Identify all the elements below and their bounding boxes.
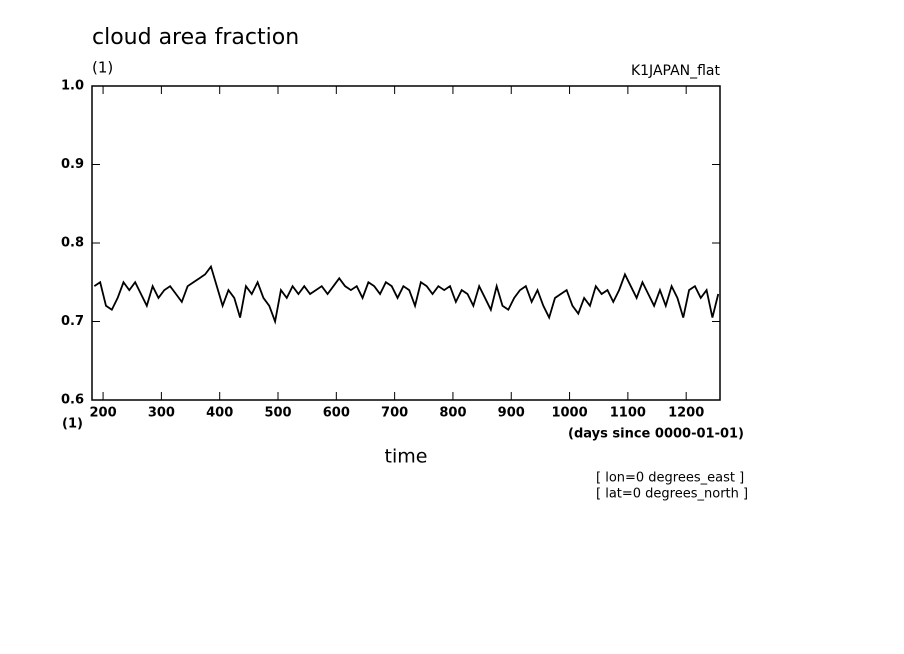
annotation: [ lat=0 degrees_north ] (596, 487, 748, 502)
x-tick-label: 1000 (551, 406, 587, 421)
data-line (93, 264, 720, 325)
x-tick-label: 600 (323, 406, 350, 421)
x-axis-label: time (385, 446, 428, 468)
x-tick-label: 200 (90, 406, 117, 421)
plot-frame (91, 85, 721, 401)
x-tick-label: 1200 (668, 406, 704, 421)
annotation: [ lon=0 degrees_east ] (596, 471, 744, 486)
x-tick-label: 400 (206, 406, 233, 421)
y-tick-label: 0.9 (61, 157, 84, 172)
y-units: (1) (62, 417, 83, 432)
y-tick-label: 0.6 (61, 393, 84, 408)
x-units: (days since 0000-01-01) (568, 427, 744, 442)
x-tick-label: 700 (381, 406, 408, 421)
chart-title: cloud area fraction (92, 25, 299, 50)
x-tick-label: 500 (264, 406, 291, 421)
y-tick-label: 0.7 (61, 314, 84, 329)
dataset-label: K1JAPAN_flat (631, 63, 721, 79)
y-tick-label: 1.0 (61, 79, 84, 94)
x-tick-label: 800 (439, 406, 466, 421)
y-tick-label: 0.8 (61, 236, 84, 251)
x-tick-label: 1100 (610, 406, 646, 421)
x-tick-label: 300 (148, 406, 175, 421)
x-tick-label: 900 (498, 406, 525, 421)
units: (1) (92, 59, 113, 77)
